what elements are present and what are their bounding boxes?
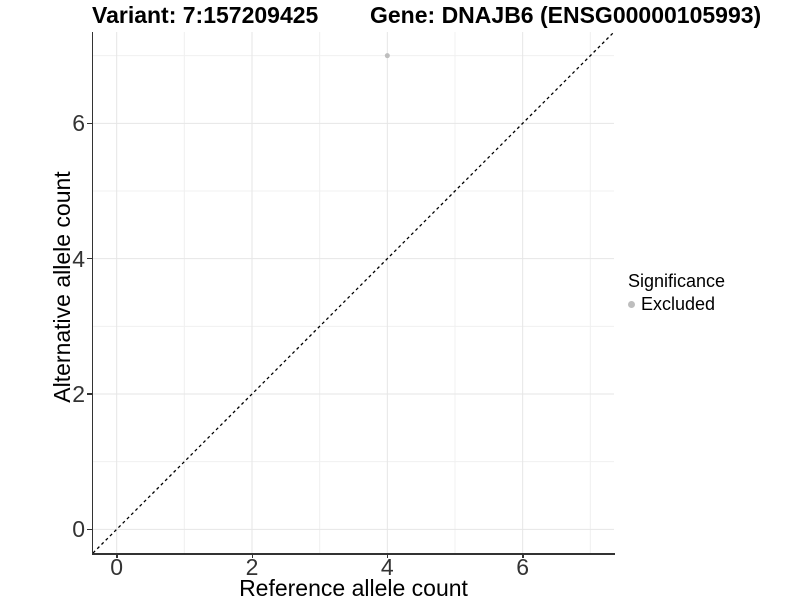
- x-tick-mark: [522, 553, 524, 558]
- chart-panel: [92, 31, 615, 554]
- plot-title-variant: Variant: 7:157209425: [92, 2, 319, 28]
- x-axis-line: [91, 553, 615, 555]
- x-tick-label: 4: [380, 554, 394, 580]
- y-tick-label: 2: [72, 380, 85, 407]
- data-point: [384, 53, 390, 59]
- y-tick-label: 0: [72, 516, 85, 543]
- legend-items: Excluded: [628, 295, 725, 314]
- y-tick-label: 4: [72, 245, 85, 272]
- identity-line: [92, 31, 615, 554]
- legend: Significance Excluded: [628, 271, 725, 314]
- plot-title-gene: Gene: DNAJB6 (ENSG00000105993): [370, 2, 762, 28]
- y-tick-mark: [87, 257, 92, 260]
- x-tick-mark: [386, 553, 389, 558]
- y-axis-title: Alternative allele count: [49, 171, 75, 403]
- x-tick-mark: [116, 553, 118, 558]
- y-tick-mark: [87, 122, 92, 125]
- y-tick-mark: [87, 528, 92, 531]
- legend-key-circle-icon: [628, 301, 635, 308]
- x-tick-label: 0: [110, 554, 124, 580]
- legend-item-label: Excluded: [641, 294, 716, 314]
- x-axis-title: Reference allele count: [239, 575, 468, 601]
- x-tick-mark: [251, 553, 253, 558]
- legend-item: Excluded: [628, 295, 725, 314]
- x-tick-label: 6: [516, 554, 530, 580]
- y-tick-mark: [87, 393, 92, 395]
- y-axis-line: [91, 32, 93, 554]
- chart-canvas: [92, 31, 615, 554]
- legend-title: Significance: [628, 271, 726, 291]
- y-tick-label: 6: [72, 110, 85, 137]
- x-tick-label: 2: [245, 554, 259, 580]
